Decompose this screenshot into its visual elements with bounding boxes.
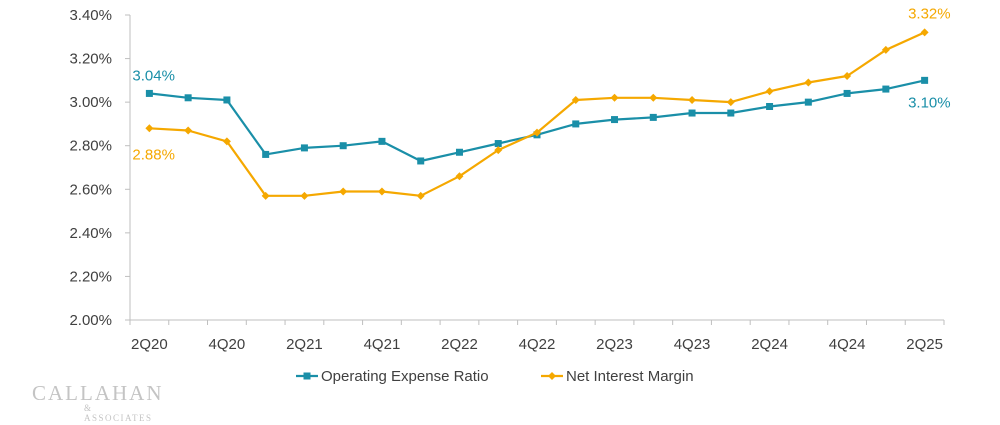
operating-expense-ratio-point: [300, 144, 308, 152]
logo-sub-text: & ASSOCIATES: [84, 403, 153, 423]
net-interest-margin-point: [184, 126, 193, 135]
operating-expense-ratio-point: [262, 150, 270, 158]
y-axis: 2.00% 2.20% 2.40% 2.60% 2.80% 3.00% 3.20% 3.40%: [69, 7, 131, 329]
operating-expense-ratio-point: [611, 116, 619, 124]
legend: Operating Expense Ratio Net Interest Marg…: [296, 368, 694, 385]
logo-main-text: CALLAHAN: [32, 381, 164, 405]
x-tick-label: 2Q21: [286, 336, 323, 353]
net-interest-margin-point: [688, 95, 697, 104]
net-interest-margin-point: [881, 45, 890, 54]
opex-start-label: 3.04%: [132, 67, 175, 84]
x-tick-label: 2Q20: [131, 336, 168, 353]
opex-end-label: 3.10%: [908, 94, 951, 111]
operating-expense-ratio-point: [766, 103, 774, 110]
x-tick-label: 2Q22: [441, 336, 478, 353]
x-tick-label: 2Q23: [596, 336, 633, 353]
y-tick-label: 2.00%: [69, 312, 112, 329]
data-labels: 3.04% 2.88% 3.10% 3.32%: [132, 5, 950, 163]
net-interest-margin-point: [765, 87, 774, 96]
y-tick-label: 2.40%: [69, 225, 112, 242]
operating-expense-ratio-point: [223, 96, 231, 104]
net-interest-margin-point: [222, 137, 231, 146]
operating-expense-ratio-point: [649, 113, 657, 121]
net-interest-margin-point: [261, 191, 270, 200]
net-interest-margin-point: [571, 95, 580, 104]
y-tick-label: 3.00%: [69, 94, 112, 111]
x-tick-label: 4Q21: [364, 336, 401, 353]
legend-operating-expense-ratio-marker: [303, 372, 311, 380]
operating-expense-ratio-point: [572, 120, 580, 128]
y-tick-label: 3.40%: [69, 7, 112, 24]
x-tick-label: 2Q25: [906, 336, 943, 353]
net-interest-margin-point: [726, 98, 735, 107]
net-interest-margin-point: [377, 187, 386, 196]
net-interest-margin-point: [494, 146, 503, 155]
net-interest-margin-point: [649, 93, 658, 102]
net-interest-margin-point: [920, 28, 929, 37]
operating-expense-ratio-point: [417, 157, 425, 165]
callahan-logo: CALLAHAN & ASSOCIATES: [32, 381, 164, 424]
x-tick-label: 4Q22: [519, 336, 556, 353]
net-interest-margin-point: [610, 93, 619, 102]
operating-expense-ratio-point: [339, 142, 347, 150]
net-interest-margin-point: [145, 124, 154, 133]
y-tick-label: 2.60%: [69, 181, 112, 198]
legend-net-interest-margin-marker: [548, 372, 556, 380]
operating-expense-ratio-point: [727, 109, 735, 117]
net-interest-margin-point: [416, 191, 425, 200]
net-interest-margin-line: [149, 31, 926, 197]
x-axis: 2Q20 4Q20 2Q21 4Q21 2Q22 4Q22 2Q23 4Q23 2Q24 4Q24…: [129, 319, 945, 353]
y-tick-label: 2.80%: [69, 138, 112, 155]
net-interest-margin-point: [804, 78, 813, 87]
legend-operating-expense-ratio-label: Operating Expense Ratio: [321, 368, 489, 385]
net-interest-margin-point: [300, 191, 309, 200]
operating-expense-ratio-point: [804, 98, 812, 106]
net-interest-margin-point: [339, 187, 348, 196]
x-tick-label: 4Q24: [829, 336, 866, 353]
operating-expense-ratio-line: [149, 79, 925, 163]
y-tick-label: 2.20%: [69, 268, 112, 285]
net-interest-margin-point: [455, 172, 464, 181]
operating-expense-ratio-point: [843, 89, 851, 97]
net-interest-margin-point: [843, 72, 852, 80]
operating-expense-ratio-point: [882, 85, 890, 93]
operating-expense-ratio-point: [688, 109, 696, 117]
operating-expense-ratio-point: [921, 76, 929, 84]
net-interest-margin-point: [533, 128, 541, 137]
legend-net-interest-margin-label: Net Interest Margin: [566, 368, 694, 385]
operating-expense-ratio-point: [494, 140, 502, 148]
nim-end-label: 3.32%: [908, 5, 951, 22]
operating-expense-ratio-point: [145, 89, 153, 97]
operating-expense-ratio-point: [184, 94, 192, 102]
nim-start-label: 2.88%: [132, 146, 175, 163]
x-tick-label: 2Q24: [751, 336, 788, 353]
operating-expense-ratio-point: [378, 137, 386, 145]
operating-expense-ratio-point: [455, 148, 463, 156]
y-tick-label: 3.20%: [69, 51, 112, 68]
x-tick-label: 4Q20: [209, 336, 246, 353]
series-layer: [145, 28, 929, 200]
x-tick-label: 4Q23: [674, 336, 711, 353]
